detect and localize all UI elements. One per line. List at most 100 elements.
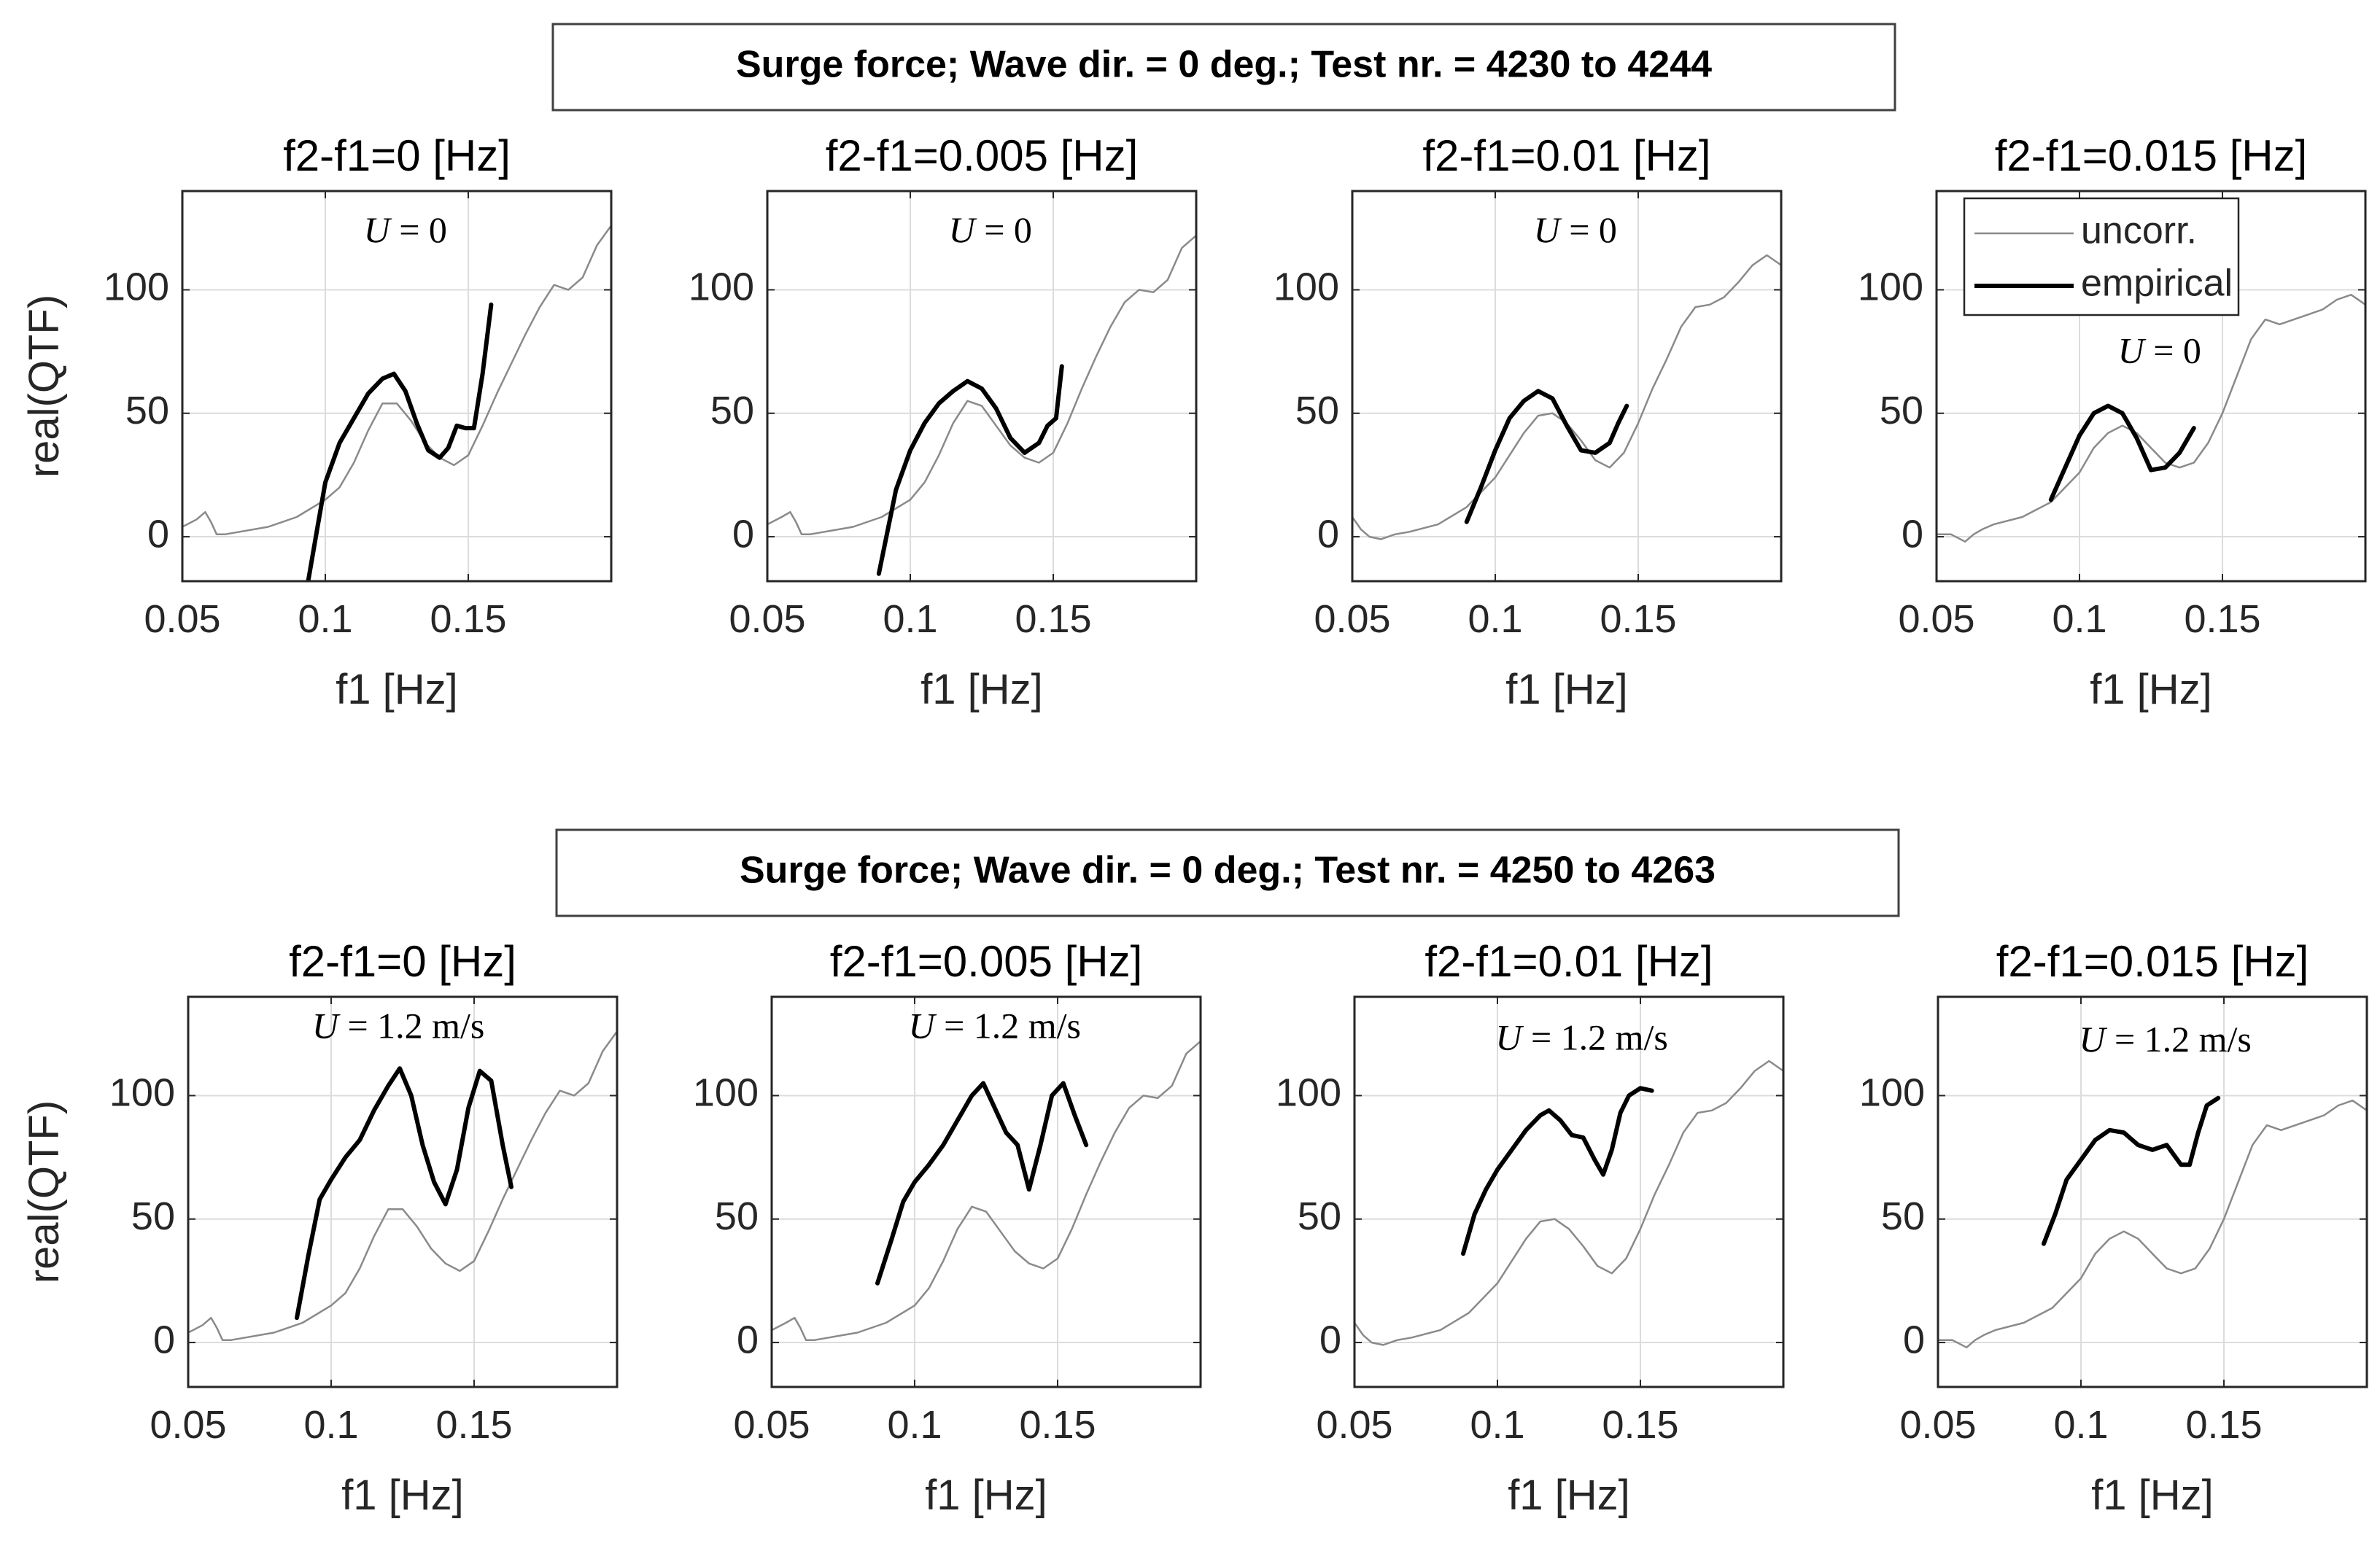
annotation-symbol: U	[312, 1006, 341, 1046]
subplot: 0.05 0.1 0.15 0 50 100 f2-f1=0.01 [Hz] f1 [Hz] U…	[1274, 131, 1783, 713]
group-title-box	[551, 23, 1896, 112]
annotation-symbol: U	[2079, 1019, 2107, 1060]
subplot: 0.05 0.1 0.15 0 50 100 f2-f1=0.005 [Hz] f1 [Hz]…	[689, 131, 1198, 713]
series-line-uncorr	[1938, 1099, 2367, 1349]
subplot-title: f2-f1=0.015 [Hz]	[1995, 131, 2308, 180]
subplot-title: f2-f1=0.005 [Hz]	[826, 131, 1139, 180]
subplot-title: f2-f1=0 [Hz]	[283, 131, 511, 180]
legend-label: uncorr.	[2081, 210, 2197, 252]
axes-frame	[181, 190, 613, 583]
x-tick-label: 0.15	[2185, 1403, 2262, 1447]
series-line-uncorr	[1937, 293, 2365, 543]
annotation: U = 1.2 m/s	[2079, 1019, 2252, 1060]
y-tick-label: 0	[1319, 1318, 1341, 1361]
group-title: Surge force; Wave dir. = 0 deg.; Test nr…	[736, 44, 1712, 86]
x-axis-label: f1 [Hz]	[920, 666, 1043, 713]
series-line-uncorr	[188, 1030, 617, 1341]
axes-frame	[1353, 995, 1785, 1388]
annotation-symbol: U	[949, 209, 977, 250]
annotation: U = 0	[364, 209, 447, 250]
subplot: 0.05 0.1 0.15 0 50 100 f2-f1=0.015 [Hz] f1 [Hz]…	[1859, 937, 2368, 1519]
x-tick-label: 0.15	[2184, 597, 2260, 641]
y-tick-label: 0	[153, 1318, 175, 1361]
subplot: 0.05 0.1 0.15 0 50 100 f2-f1=0 [Hz] f1 [Hz] real…	[20, 937, 619, 1519]
x-tick-label: 0.05	[144, 597, 220, 641]
y-tick-label: 50	[125, 389, 169, 432]
annotation-value: = 1.2 m/s	[1522, 1017, 1667, 1058]
series-line-uncorr	[772, 1040, 1201, 1341]
x-tick-label: 0.1	[303, 1403, 358, 1447]
plot-area	[767, 191, 1196, 581]
x-tick-label: 0.15	[1600, 597, 1676, 641]
y-tick-label: 0	[737, 1318, 759, 1361]
y-axis-label: real(QTF)	[20, 295, 68, 478]
annotation-symbol: U	[364, 209, 392, 250]
plot-area	[1938, 997, 2367, 1387]
subplot-title: f2-f1=0.005 [Hz]	[830, 937, 1143, 986]
annotation: U = 0	[1534, 209, 1617, 250]
y-tick-label: 0	[1902, 512, 1923, 556]
subplot: 0.05 0.1 0.15 0 50 100 f2-f1=0.005 [Hz] f1 [Hz]…	[693, 937, 1202, 1519]
annotation-value: = 0	[975, 209, 1032, 250]
y-tick-label: 100	[104, 265, 169, 309]
plot-area	[1354, 997, 1783, 1387]
series-line-empirical	[876, 364, 1064, 576]
annotation-symbol: U	[1495, 1017, 1524, 1058]
axes-frame	[1935, 190, 2367, 583]
plot-area	[772, 997, 1201, 1387]
annotation-symbol: U	[1534, 209, 1562, 250]
x-tick-label: 0.1	[1468, 597, 1522, 641]
x-tick-label: 0.05	[1316, 1403, 1392, 1447]
y-tick-label: 0	[1317, 512, 1339, 556]
annotation-symbol: U	[2118, 330, 2147, 371]
y-tick-label: 50	[1880, 389, 1923, 432]
annotation-value: = 1.2 m/s	[935, 1006, 1081, 1046]
series-line-empirical	[2048, 403, 2196, 502]
annotation: U = 1.2 m/s	[1495, 1017, 1668, 1058]
y-tick-label: 0	[1903, 1318, 1925, 1361]
plot-area	[1352, 191, 1781, 581]
y-tick-label: 0	[147, 512, 169, 556]
annotation-value: = 0	[2144, 330, 2201, 371]
axes-frame	[1351, 190, 1783, 583]
subplot: 0.05 0.1 0.15 0 50 100 f2-f1=0.01 [Hz] f1 [Hz] U…	[1276, 937, 1785, 1519]
subplot-title: f2-f1=0.01 [Hz]	[1422, 131, 1710, 180]
subplot-title: f2-f1=0 [Hz]	[289, 937, 516, 986]
x-tick-label: 0.05	[1899, 1403, 1976, 1447]
subplot-title: f2-f1=0.015 [Hz]	[1996, 937, 2309, 986]
y-tick-label: 50	[710, 389, 754, 432]
x-tick-label: 0.05	[729, 597, 805, 641]
series-line-empirical	[295, 1066, 513, 1321]
legend: uncorr. empirical	[1963, 197, 2240, 316]
annotation: U = 1.2 m/s	[908, 1006, 1081, 1046]
x-tick-label: 0.1	[298, 597, 352, 641]
axes-frame	[766, 190, 1198, 583]
axes-frame	[1937, 995, 2368, 1388]
x-tick-label: 0.15	[1019, 1403, 1096, 1447]
series-line-uncorr	[1352, 254, 1781, 540]
subplot-title: f2-f1=0.01 [Hz]	[1424, 937, 1713, 986]
axes-frame	[770, 995, 1202, 1388]
series-line-uncorr	[182, 225, 611, 535]
annotation: U = 0	[949, 209, 1032, 250]
annotation: U = 1.2 m/s	[312, 1006, 485, 1046]
x-tick-label: 0.1	[883, 597, 937, 641]
y-tick-label: 100	[689, 265, 754, 309]
annotation-symbol: U	[908, 1006, 937, 1046]
x-axis-label: f1 [Hz]	[925, 1472, 1047, 1519]
annotation: U = 0	[2118, 330, 2201, 371]
series-line-empirical	[875, 1081, 1089, 1286]
series-line-uncorr	[1354, 1060, 1783, 1346]
series-line-empirical	[1464, 389, 1629, 524]
y-tick-label: 100	[1858, 265, 1923, 309]
x-tick-label: 0.05	[1314, 597, 1390, 641]
legend-label: empirical	[2081, 263, 2233, 305]
x-tick-label: 0.15	[430, 597, 506, 641]
annotation-value: = 1.2 m/s	[338, 1006, 484, 1046]
y-tick-label: 50	[1881, 1194, 1925, 1238]
y-tick-label: 100	[1859, 1071, 1925, 1115]
x-axis-label: f1 [Hz]	[336, 666, 458, 713]
x-tick-label: 0.1	[2052, 597, 2106, 641]
group-bottom: Surge force; Wave dir. = 0 deg.; Test nr…	[555, 828, 1900, 917]
